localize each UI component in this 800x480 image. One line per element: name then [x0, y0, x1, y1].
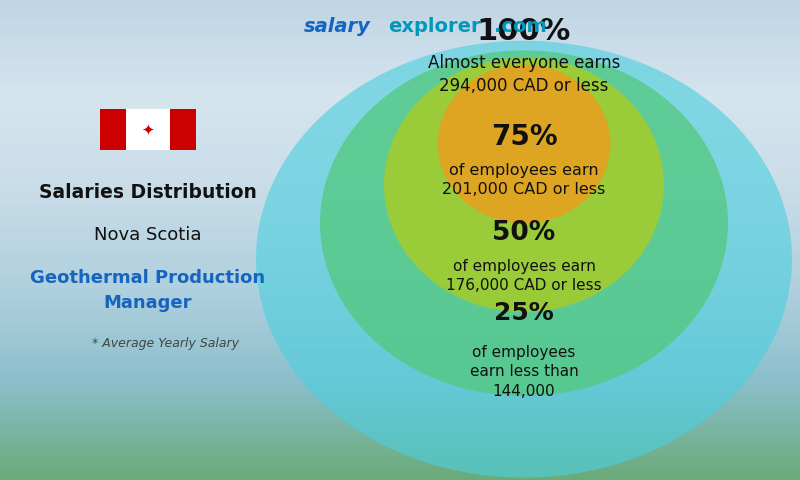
Bar — [100, 109, 196, 150]
Text: Nova Scotia: Nova Scotia — [94, 226, 202, 244]
Ellipse shape — [320, 50, 728, 396]
Bar — [170, 109, 196, 150]
Text: .com: .com — [494, 17, 546, 36]
Ellipse shape — [438, 65, 610, 223]
Text: Salaries Distribution: Salaries Distribution — [39, 182, 257, 202]
Text: of employees earn
201,000 CAD or less: of employees earn 201,000 CAD or less — [442, 163, 606, 197]
Ellipse shape — [256, 41, 792, 478]
Text: ✦: ✦ — [142, 122, 154, 137]
Text: Geothermal Production
Manager: Geothermal Production Manager — [30, 269, 266, 312]
Text: 50%: 50% — [492, 220, 556, 246]
Text: explorer: explorer — [388, 17, 481, 36]
Text: Almost everyone earns
294,000 CAD or less: Almost everyone earns 294,000 CAD or les… — [428, 54, 620, 95]
Text: 25%: 25% — [494, 301, 554, 325]
Text: 100%: 100% — [477, 17, 571, 46]
Text: salary: salary — [304, 17, 371, 36]
Bar — [100, 109, 126, 150]
Ellipse shape — [384, 58, 664, 312]
Text: of employees earn
176,000 CAD or less: of employees earn 176,000 CAD or less — [446, 259, 602, 293]
Text: * Average Yearly Salary: * Average Yearly Salary — [92, 336, 239, 350]
Text: 75%: 75% — [490, 123, 558, 151]
Text: of employees
earn less than
144,000: of employees earn less than 144,000 — [470, 345, 578, 399]
